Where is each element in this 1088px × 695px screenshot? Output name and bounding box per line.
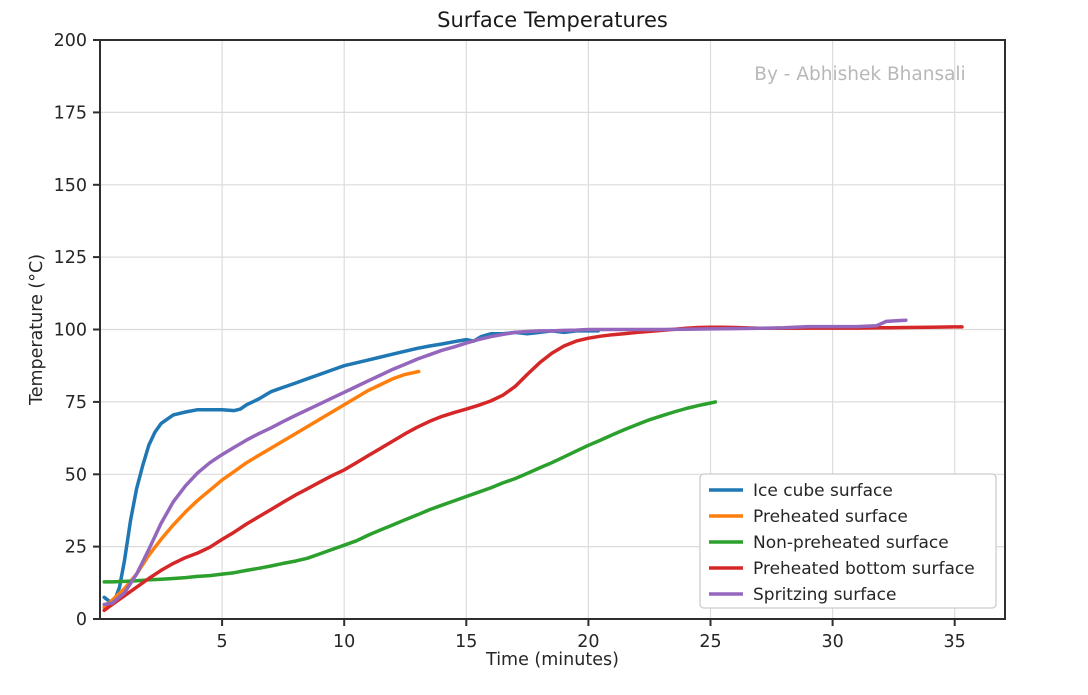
y-tick-label: 175 <box>54 103 87 123</box>
y-tick-label: 0 <box>76 610 87 630</box>
x-tick-label: 20 <box>577 632 599 652</box>
tick-marks <box>93 39 956 626</box>
tick-labels: 5 10 15 20 25 30 35 0 25 50 75 100 125 150 175 200 <box>54 31 966 652</box>
y-tick-label: 100 <box>54 321 87 341</box>
series-line-spritzing-surface <box>102 318 908 607</box>
chart-title: Surface Temperatures <box>437 8 668 32</box>
x-tick-label: 5 <box>217 632 228 652</box>
y-tick-label: 75 <box>65 393 87 413</box>
x-tick-label: 10 <box>333 632 355 652</box>
series-line-non-preheated-surface <box>102 400 718 584</box>
x-axis-label: Time (minutes) <box>485 650 619 670</box>
y-axis-label: Temperature (°C) <box>27 254 47 406</box>
x-tick-label: 15 <box>455 632 477 652</box>
y-tick-label: 50 <box>65 465 87 485</box>
legend-label-preheated-bottom-surface: Preheated bottom surface <box>753 559 975 579</box>
legend-box <box>699 473 997 609</box>
watermark: By - Abhishek Bhansali <box>754 64 965 85</box>
series-line-preheated-surface <box>102 369 421 610</box>
x-tick-label: 35 <box>944 632 966 652</box>
legend-label-spritzing-surface: Spritzing surface <box>753 585 896 605</box>
y-tick-label: 150 <box>54 176 87 196</box>
legend-label-ice-cube-surface: Ice cube surface <box>753 481 893 501</box>
x-tick-label: 30 <box>821 632 843 652</box>
x-tick-label: 25 <box>699 632 721 652</box>
y-tick-label: 200 <box>54 31 87 51</box>
y-tick-label: 125 <box>54 248 87 268</box>
y-tick-label: 25 <box>65 538 87 558</box>
series-lines <box>102 318 964 613</box>
legend-label-non-preheated-surface: Non-preheated surface <box>753 533 949 553</box>
legend-label-preheated-surface: Preheated surface <box>753 507 908 527</box>
legend: Ice cube surface Preheated surface Non-pre… <box>699 473 997 609</box>
